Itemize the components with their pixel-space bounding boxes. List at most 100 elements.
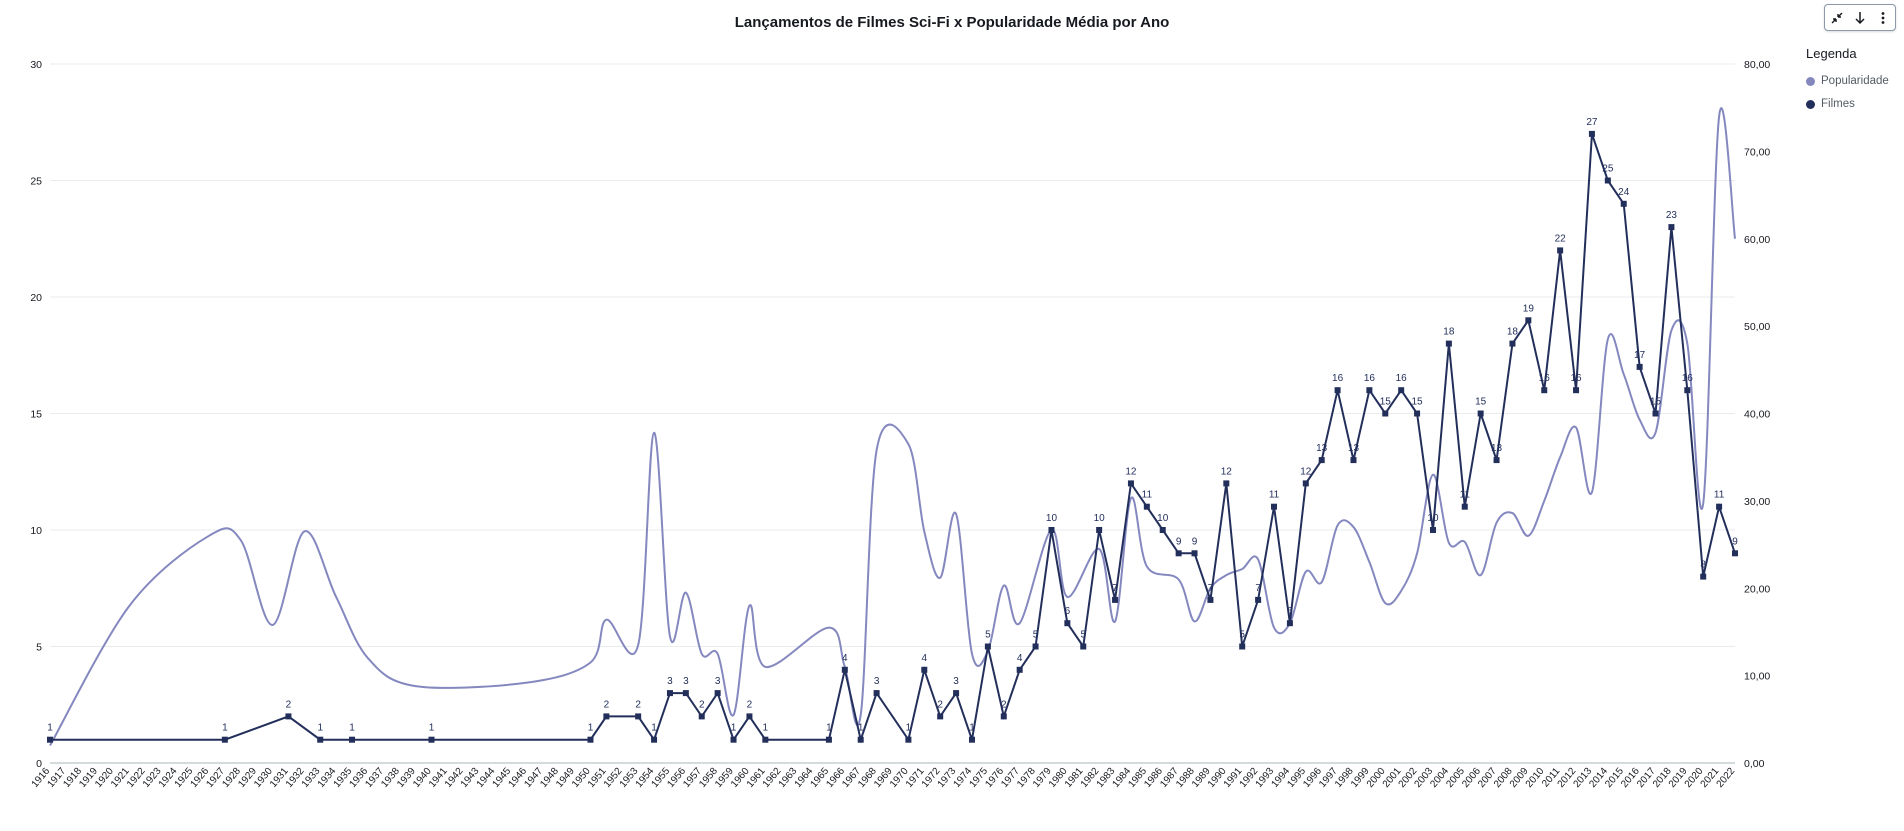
series-point-filmes (1445, 340, 1452, 347)
series-point-filmes (1398, 387, 1405, 394)
data-label-filmes: 2 (286, 699, 292, 710)
series-point-filmes (666, 690, 673, 697)
data-label-filmes: 1 (763, 723, 769, 734)
data-label-filmes: 4 (842, 653, 848, 664)
series-point-filmes (1509, 340, 1516, 347)
series-point-filmes (317, 736, 324, 743)
data-label-filmes: 1 (222, 723, 228, 734)
series-point-filmes (1493, 457, 1500, 464)
y-left-tick-label: 10 (30, 525, 42, 537)
y-left-tick-label: 25 (30, 176, 42, 188)
series-point-filmes (682, 690, 689, 697)
data-label-filmes: 16 (1364, 373, 1376, 384)
series-point-filmes (1350, 457, 1357, 464)
legend-label-filmes: Filmes (1821, 98, 1855, 110)
data-label-filmes: 1 (731, 723, 737, 734)
chart-toolbar (1824, 4, 1896, 31)
data-label-filmes: 2 (699, 699, 705, 710)
y-right-tick-label: 40,00 (1744, 409, 1770, 421)
data-label-filmes: 4 (922, 653, 928, 664)
data-label-filmes: 10 (1094, 513, 1106, 524)
data-label-filmes: 3 (953, 676, 959, 687)
series-point-filmes (1318, 457, 1325, 464)
chart-title: Lançamentos de Filmes Sci-Fi x Popularid… (734, 14, 1170, 31)
series-point-filmes (1255, 596, 1262, 603)
y-left-tick-label: 20 (30, 292, 42, 304)
series-point-filmes (1541, 387, 1548, 394)
series-point-filmes (1636, 363, 1643, 370)
series-point-filmes (1668, 224, 1675, 231)
data-label-filmes: 13 (1348, 443, 1360, 454)
data-label-filmes: 5 (1080, 630, 1086, 641)
data-label-filmes: 16 (1332, 373, 1344, 384)
more-options-icon[interactable] (1873, 8, 1893, 28)
data-label-filmes: 27 (1586, 117, 1598, 128)
y-left-tick-label: 5 (36, 642, 42, 654)
series-point-filmes (1175, 550, 1182, 557)
y-right-tick-label: 10,00 (1744, 671, 1770, 683)
data-label-filmes: 15 (1650, 397, 1662, 408)
data-label-filmes: 17 (1634, 350, 1646, 361)
series-point-filmes (1573, 387, 1580, 394)
data-label-filmes: 1 (47, 723, 53, 734)
series-point-filmes (937, 713, 944, 720)
series-point-filmes (698, 713, 705, 720)
data-label-filmes: 13 (1491, 443, 1503, 454)
data-label-filmes: 9 (1192, 536, 1198, 547)
series-point-filmes (1032, 643, 1039, 650)
series-point-filmes (762, 736, 769, 743)
series-point-filmes (841, 666, 848, 673)
series-point-filmes (1716, 503, 1723, 510)
series-point-filmes (825, 736, 832, 743)
series-point-filmes (635, 713, 642, 720)
data-label-filmes: 5 (1033, 630, 1039, 641)
series-point-filmes (905, 736, 912, 743)
series-point-filmes (1700, 573, 1707, 580)
legend-swatch-popularidade (1806, 76, 1815, 86)
data-label-filmes: 2 (635, 699, 641, 710)
data-label-filmes: 3 (683, 676, 689, 687)
legend-item-filmes[interactable]: Filmes (1806, 98, 1901, 110)
series-point-filmes (1557, 247, 1564, 254)
data-label-filmes: 9 (1732, 536, 1738, 547)
x-tick-label: 2022 (1715, 766, 1738, 790)
y-left-tick-label: 0 (36, 758, 42, 770)
data-label-filmes: 24 (1618, 187, 1630, 198)
series-point-filmes (1620, 200, 1627, 207)
series-point-filmes (1604, 177, 1611, 184)
data-label-filmes: 7 (1208, 583, 1214, 594)
data-label-filmes: 11 (1142, 490, 1153, 501)
y-right-tick-label: 60,00 (1744, 234, 1770, 246)
data-label-filmes: 16 (1570, 373, 1582, 384)
data-label-filmes: 1 (349, 723, 355, 734)
series-line-filmes (50, 133, 1736, 744)
legend-item-popularidade[interactable]: Popularidade (1806, 75, 1901, 87)
series-point-filmes (873, 690, 880, 697)
series-point-filmes (1525, 317, 1532, 324)
series-point-filmes (1127, 480, 1134, 487)
data-label-filmes: 3 (874, 676, 880, 687)
series-point-filmes (1477, 410, 1484, 417)
data-label-filmes: 12 (1125, 466, 1137, 477)
data-label-filmes: 10 (1046, 513, 1058, 524)
y-right-tick-label: 0,00 (1744, 758, 1765, 770)
y-right-tick-label: 30,00 (1744, 496, 1770, 508)
y-right-tick-label: 20,00 (1744, 583, 1770, 595)
series-point-filmes (1429, 527, 1436, 533)
collapse-icon[interactable] (1827, 8, 1847, 28)
data-label-filmes: 2 (747, 699, 753, 710)
data-label-filmes: 7 (1112, 583, 1118, 594)
series-point-filmes (984, 643, 991, 650)
data-label-filmes: 10 (1157, 513, 1169, 524)
y-left-tick-label: 30 (30, 59, 42, 71)
series-point-filmes (1684, 387, 1691, 394)
y-right-tick-label: 70,00 (1744, 146, 1770, 158)
series-point-filmes (1414, 410, 1421, 417)
series-point-filmes (1064, 620, 1071, 627)
data-label-filmes: 5 (1239, 630, 1245, 641)
download-icon[interactable] (1850, 8, 1870, 28)
data-label-filmes: 9 (1176, 536, 1182, 547)
series-point-filmes (746, 713, 753, 720)
data-label-filmes: 1 (969, 723, 975, 734)
